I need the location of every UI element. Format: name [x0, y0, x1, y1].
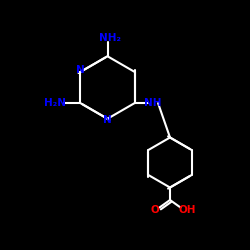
Text: N: N — [103, 115, 112, 125]
Text: NH: NH — [144, 98, 162, 108]
Text: N: N — [76, 65, 85, 75]
Text: O: O — [151, 205, 160, 215]
Text: OH: OH — [179, 205, 196, 215]
Text: NH₂: NH₂ — [100, 33, 122, 43]
Text: H₂N: H₂N — [44, 98, 66, 108]
